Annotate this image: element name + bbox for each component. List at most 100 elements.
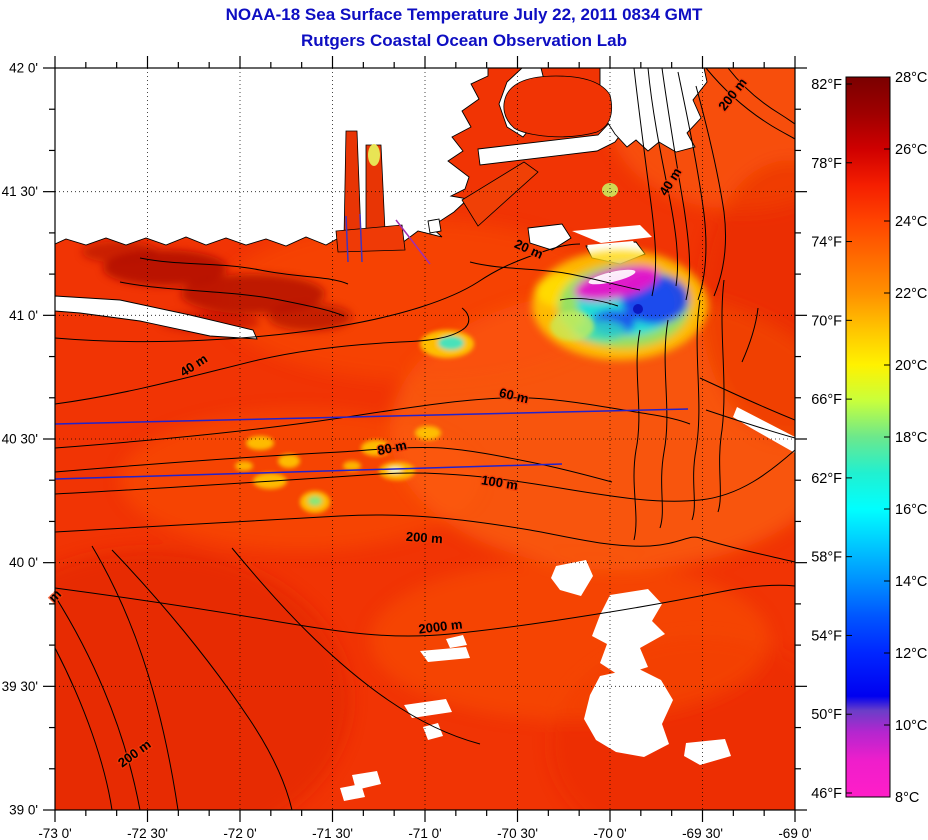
cool-patch-core xyxy=(438,336,464,350)
colorbar-fahrenheit-label: 62°F xyxy=(811,471,842,487)
colorbar-celsius-label: 12°C xyxy=(895,646,927,662)
orange-zone xyxy=(370,560,770,720)
land-block-island xyxy=(427,218,442,234)
lon-tick-label: -69 0' xyxy=(778,826,811,840)
cloud xyxy=(572,225,652,243)
contour-depth-label: 200 m xyxy=(405,529,443,547)
axis-ticks xyxy=(43,56,807,822)
plot-border xyxy=(54,67,796,811)
contour-line-200m-ne xyxy=(705,68,795,140)
axis-labels: 42 0'41 30'41 0'40 30'40 0'39 30'39 0'-7… xyxy=(2,61,812,840)
lat-tick-label: 41 30' xyxy=(2,184,38,199)
cool-patch-core xyxy=(308,496,322,506)
colorbar-fahrenheit-label: 66°F xyxy=(811,392,842,408)
colorbar-celsius-label: 24°C xyxy=(895,214,927,230)
contour-depth-label: 100 m xyxy=(480,472,519,493)
colorbar: 82°F 78°F 74°F 70°F 66°F 62°F 58°F 54°F 50°F 46°F… xyxy=(811,70,927,806)
contour-line-canyon xyxy=(231,547,481,745)
contour-depth-label: 60 m xyxy=(498,385,530,406)
lon-tick-label: -71 30' xyxy=(312,826,353,840)
figure-subtitle: Rutgers Coastal Ocean Observation Lab xyxy=(301,31,627,50)
lon-tick-label: -72 30' xyxy=(127,826,168,840)
colorbar-celsius-label: 22°C xyxy=(895,286,927,302)
contour-line-east xyxy=(741,307,759,363)
land-marthas-vineyard xyxy=(527,223,572,251)
cloud xyxy=(446,635,467,648)
contour-line-canyon xyxy=(55,647,113,810)
colorbar-fahrenheit-label: 58°F xyxy=(811,550,842,566)
cloud xyxy=(420,647,470,662)
contour-line-40m xyxy=(55,307,470,405)
contour-line-20m xyxy=(55,243,581,343)
cold-spot xyxy=(602,183,618,197)
lat-tick-label: 40 30' xyxy=(2,432,38,447)
nantucket-shoals-cold-patch xyxy=(532,250,708,360)
cloud xyxy=(592,589,665,676)
transect-line xyxy=(55,463,563,480)
colorbar-celsius-label: 10°C xyxy=(895,718,927,734)
contour-line-fan xyxy=(677,71,707,301)
contour-line-sound xyxy=(559,297,619,307)
figure-title: NOAA-18 Sea Surface Temperature July 22,… xyxy=(225,5,703,24)
lat-tick-label: 39 30' xyxy=(2,679,38,694)
transect-line xyxy=(55,408,689,425)
contour-line-canyon xyxy=(55,595,141,810)
contour-line-fan xyxy=(661,68,691,301)
cape-cod-bay xyxy=(503,75,613,138)
colorbar-celsius-label: 28°C xyxy=(895,70,927,86)
colorbar-fahrenheit-label: 78°F xyxy=(811,156,842,172)
contour-line-200m-ne xyxy=(727,68,795,125)
colorbar-celsius-label: 26°C xyxy=(895,142,927,158)
contour-line-2000m xyxy=(55,584,795,637)
colorbar-celsius-label: 14°C xyxy=(895,574,927,590)
cold-spot xyxy=(368,144,380,166)
cloud xyxy=(684,739,731,765)
contour-line-fan xyxy=(647,68,679,287)
contour-line-fan xyxy=(633,68,657,297)
cool-patch xyxy=(278,454,300,468)
bay-waters xyxy=(335,75,613,253)
lon-tick-label: -73 0' xyxy=(38,826,71,840)
transect-lines xyxy=(55,213,689,480)
lat-tick-label: 42 0' xyxy=(9,61,38,76)
cloud xyxy=(551,560,593,596)
lon-tick-label: -71 0' xyxy=(408,826,441,840)
transect-line xyxy=(345,215,349,263)
colorbar-celsius-label: 16°C xyxy=(895,502,927,518)
land-connecticut-mainland xyxy=(55,68,489,247)
map-base xyxy=(55,68,795,810)
colorbar-fahrenheit-label: 82°F xyxy=(811,77,842,93)
cool-patch xyxy=(550,311,594,341)
lat-lon-grid xyxy=(55,68,795,810)
cold-core-magenta xyxy=(573,265,661,301)
cool-patch xyxy=(235,461,253,471)
contour-line-sound xyxy=(469,261,641,291)
buzzards-bay xyxy=(461,161,539,227)
contour-line-east xyxy=(705,409,795,439)
colorbar-celsius-label: 18°C xyxy=(895,430,927,446)
colorbar-celsius-label: 20°C xyxy=(895,358,927,374)
lon-tick-label: -70 0' xyxy=(593,826,626,840)
lat-tick-label: 39 0' xyxy=(9,803,38,818)
lon-tick-label: -70 30' xyxy=(497,826,538,840)
cool-patch xyxy=(246,436,274,450)
warm-patch xyxy=(181,274,325,314)
lon-tick-label: -72 0' xyxy=(223,826,256,840)
contour-line-shoals xyxy=(659,319,669,529)
lat-tick-label: 41 0' xyxy=(9,308,38,323)
warm-patch xyxy=(268,303,352,331)
colorbar-fahrenheit-label: 54°F xyxy=(811,628,842,644)
lat-tick-label: 40 0' xyxy=(9,555,38,570)
cool-patch xyxy=(361,440,391,456)
bathymetry-contours xyxy=(55,68,795,810)
contour-line-shoals xyxy=(717,279,725,513)
cool-patch-core xyxy=(388,467,402,473)
land-long-island xyxy=(55,295,258,340)
transect-line xyxy=(359,213,363,263)
contour-line-shoals xyxy=(691,299,701,521)
dark-red-zone xyxy=(55,550,350,810)
warm-patch xyxy=(82,241,158,263)
colorbar-celsius-label: 8°C xyxy=(895,790,919,806)
contour-line-200m xyxy=(55,514,795,563)
